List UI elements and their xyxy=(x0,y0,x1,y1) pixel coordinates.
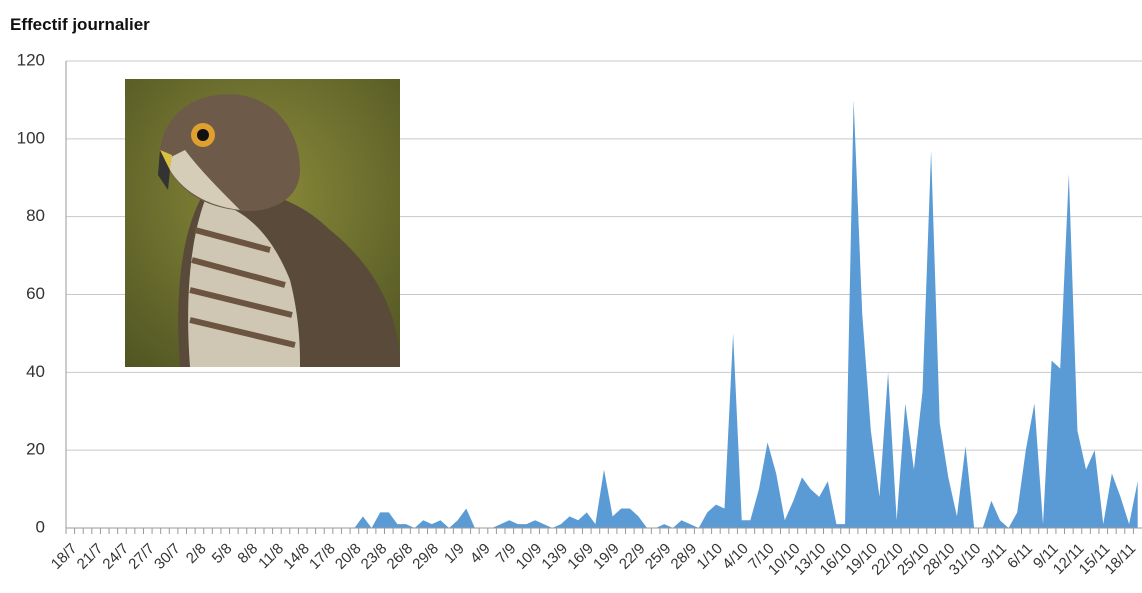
y-tick-label: 40 xyxy=(26,362,45,381)
x-tick-label: 25/9 xyxy=(642,540,675,573)
x-tick-label: 2/8 xyxy=(183,540,210,567)
x-tick-label: 14/8 xyxy=(280,540,313,573)
y-tick-label: 60 xyxy=(26,284,45,303)
y-tick-label: 100 xyxy=(17,128,45,147)
x-tick-label: 18/7 xyxy=(48,540,81,573)
x-tick-label: 13/9 xyxy=(538,540,571,573)
area xyxy=(70,99,1138,529)
y-tick-label: 120 xyxy=(17,50,45,69)
x-tick-label: 23/8 xyxy=(358,540,391,573)
x-tick-label: 3/11 xyxy=(978,540,1010,572)
chart-title: Effectif journalier xyxy=(10,15,150,34)
y-tick-label: 0 xyxy=(36,517,45,536)
x-tick-label: 11/8 xyxy=(255,540,287,572)
x-tick-label: 16/9 xyxy=(564,540,597,573)
x-tick-label: 17/8 xyxy=(306,540,339,573)
x-tick-label: 19/9 xyxy=(590,540,623,573)
x-tick-label: 1/10 xyxy=(693,540,726,573)
x-tick-label: 21/7 xyxy=(74,540,107,573)
x-tick-label: 24/7 xyxy=(99,540,132,573)
x-tick-label: 1/9 xyxy=(441,540,468,567)
x-tick-label: 30/7 xyxy=(151,540,184,573)
x-tick-label: 28/9 xyxy=(668,540,701,573)
x-tick-label: 4/10 xyxy=(719,540,752,573)
y-tick-label: 20 xyxy=(26,440,45,459)
x-tick-label: 27/7 xyxy=(125,540,158,573)
x-tick-label: 22/9 xyxy=(616,540,649,573)
x-tick-label: 6/11 xyxy=(1004,540,1036,572)
x-tick-label: 4/9 xyxy=(467,540,494,567)
y-tick-label: 80 xyxy=(26,206,45,225)
x-tick-label: 10/9 xyxy=(513,540,546,573)
bird-photo xyxy=(125,79,400,367)
x-tick-label: 29/8 xyxy=(409,540,442,573)
x-tick-label: 5/8 xyxy=(209,540,236,567)
x-tick-label: 26/8 xyxy=(384,540,417,573)
x-tick-label: 20/8 xyxy=(332,540,365,573)
x-tick-label: 18/11 xyxy=(1101,540,1139,578)
